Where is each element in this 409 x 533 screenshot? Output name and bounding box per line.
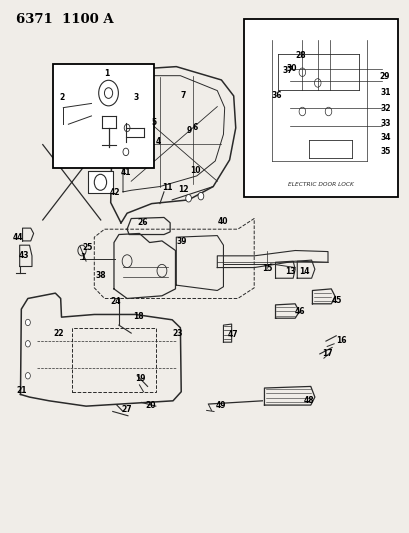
Text: 15: 15: [262, 264, 272, 272]
Text: 46: 46: [294, 308, 304, 316]
Text: 1: 1: [80, 254, 85, 262]
Text: 6: 6: [192, 124, 198, 132]
Text: 45: 45: [331, 296, 342, 304]
Bar: [243, 19, 397, 197]
Bar: [88, 171, 112, 193]
Text: 24: 24: [110, 297, 120, 305]
Circle shape: [198, 192, 203, 200]
Text: 2: 2: [59, 93, 65, 101]
Circle shape: [185, 195, 191, 202]
Text: 33: 33: [380, 119, 390, 128]
Text: 12: 12: [178, 185, 189, 193]
Text: 36: 36: [271, 92, 282, 100]
Text: 38: 38: [96, 271, 106, 279]
Text: 28: 28: [294, 52, 305, 60]
Text: 40: 40: [217, 217, 227, 226]
Circle shape: [124, 124, 130, 132]
Text: 14: 14: [299, 268, 309, 276]
Text: 37: 37: [282, 66, 293, 75]
Text: 44: 44: [12, 233, 23, 241]
Text: 9: 9: [186, 126, 191, 135]
Text: 19: 19: [135, 374, 146, 383]
Text: 5: 5: [151, 118, 157, 127]
Text: 41: 41: [121, 168, 131, 177]
Text: 23: 23: [172, 329, 182, 337]
Text: 47: 47: [227, 330, 238, 338]
Text: 6371  1100 A: 6371 1100 A: [16, 13, 114, 26]
Text: 11: 11: [162, 183, 172, 192]
Text: 39: 39: [176, 238, 187, 246]
Text: 17: 17: [321, 349, 332, 358]
Text: 27: 27: [121, 405, 131, 414]
Circle shape: [123, 148, 128, 156]
Text: ELECTRIC DOOR LOCK: ELECTRIC DOOR LOCK: [287, 182, 353, 187]
Text: 7: 7: [180, 92, 185, 100]
Text: 31: 31: [380, 88, 390, 97]
Text: 4: 4: [155, 137, 161, 146]
Text: 48: 48: [303, 397, 313, 405]
Text: 49: 49: [215, 401, 225, 409]
Text: 35: 35: [380, 148, 390, 156]
Text: 43: 43: [18, 252, 29, 260]
Text: 10: 10: [190, 166, 201, 175]
Bar: [72, 328, 155, 392]
Text: 20: 20: [145, 401, 156, 409]
Text: 1: 1: [104, 69, 110, 78]
Circle shape: [25, 341, 30, 347]
Text: 34: 34: [380, 133, 390, 142]
Text: 18: 18: [133, 312, 144, 320]
Bar: [53, 64, 153, 168]
Circle shape: [25, 373, 30, 379]
Text: 13: 13: [284, 268, 295, 276]
Text: 21: 21: [16, 386, 27, 394]
Circle shape: [25, 319, 30, 326]
Text: 16: 16: [335, 336, 346, 344]
Text: 29: 29: [378, 72, 389, 81]
Text: 22: 22: [53, 329, 64, 337]
Text: 32: 32: [380, 104, 390, 112]
Text: 30: 30: [286, 64, 297, 72]
Text: 42: 42: [110, 189, 120, 197]
Text: 26: 26: [137, 219, 148, 227]
Text: 3: 3: [133, 93, 138, 101]
Text: 25: 25: [82, 244, 92, 252]
